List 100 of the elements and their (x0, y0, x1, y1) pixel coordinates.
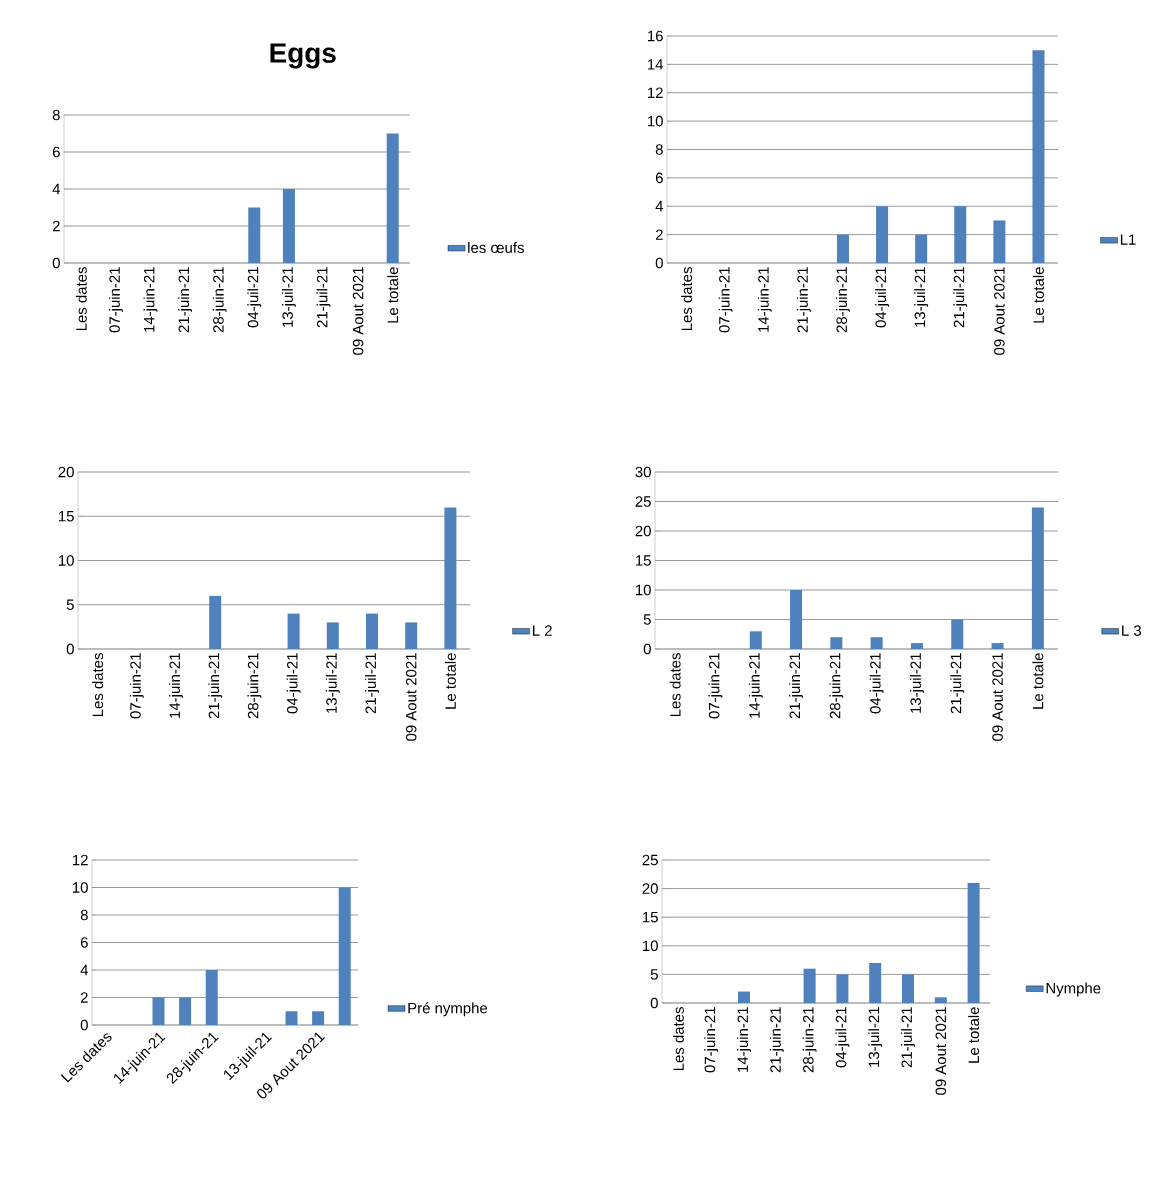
y-tick-label: 2 (655, 229, 663, 240)
bar (967, 882, 980, 1003)
bar (870, 637, 883, 649)
y-tick-label: 15 (59, 511, 74, 522)
x-tick-label: 28-juin-21 (247, 653, 262, 719)
bar (830, 637, 843, 649)
y-tick-label: 8 (655, 144, 663, 155)
bar (248, 207, 261, 263)
y-tick-label: 12 (648, 87, 663, 98)
y-tick-label: 30 (635, 466, 651, 478)
y-tick-label: 12 (73, 854, 88, 866)
x-tick-label: 04-juil-21 (286, 653, 301, 714)
x-tick-label: 04-juil-21 (875, 267, 890, 328)
bar (1032, 50, 1045, 263)
x-tick-label: 21-juin-21 (178, 267, 193, 333)
x-tick-label: 14-juin-21 (748, 653, 763, 718)
legend-label: Nymphe (1046, 982, 1101, 997)
x-tick-label: 13-juil-21 (281, 267, 296, 327)
y-tick-label: 25 (642, 854, 658, 866)
x-tick-label: 09 Aout 2021 (994, 267, 1005, 355)
x-tick-label: 09 Aout 2021 (992, 653, 1003, 741)
x-tick-label: 21-juil-21 (901, 1007, 915, 1068)
bar (738, 991, 751, 1003)
bar (405, 622, 418, 649)
bar (836, 234, 849, 263)
bar (366, 613, 378, 649)
bar (902, 974, 915, 1003)
y-tick-label: 0 (655, 257, 663, 269)
x-tick-label: 21-juin-21 (208, 653, 223, 719)
y-tick-label: 10 (643, 940, 658, 952)
y-tick-label: 6 (80, 937, 88, 948)
x-tick-label: Le totale (387, 267, 399, 323)
x-tick-label: 07-juin-21 (704, 1007, 719, 1073)
x-tick-label: 14-juin-21 (757, 267, 772, 332)
x-tick-label: 13-juil-21 (325, 653, 340, 713)
y-tick-label: 10 (636, 584, 651, 596)
bar (386, 133, 399, 263)
x-tick-label: Le totale (1032, 653, 1044, 709)
y-tick-label: 16 (648, 30, 663, 42)
y-tick-label: 4 (655, 201, 664, 212)
x-tick-label: 13-juil-21 (868, 1007, 883, 1067)
bar (444, 507, 457, 649)
x-tick-label: 13-juil-21 (914, 267, 929, 327)
x-tick-label: Le totale (968, 1007, 980, 1063)
bar (152, 997, 165, 1025)
x-tick-label: 14-juin-21 (169, 653, 183, 718)
bar (326, 622, 339, 649)
y-tick-label: 5 (66, 599, 74, 610)
y-tick-label: 15 (643, 911, 658, 923)
bar (209, 595, 222, 649)
y-tick-label: 4 (80, 964, 89, 976)
bar (282, 188, 295, 263)
y-tick-label: 0 (52, 257, 60, 269)
bar (803, 968, 816, 1003)
x-tick-label: 28-juin-21 (212, 267, 227, 333)
bar (338, 887, 351, 1025)
y-tick-label: 4 (52, 183, 61, 195)
y-tick-label: 10 (73, 882, 88, 893)
x-tick-label: 21-juil-21 (953, 267, 968, 328)
chart-title: Eggs (270, 43, 336, 69)
x-tick-label: Les dates (672, 1007, 684, 1071)
y-tick-label: 20 (642, 883, 658, 894)
y-tick-label: 8 (80, 909, 88, 921)
x-tick-label: 04-juil-21 (835, 1007, 850, 1068)
x-tick-label: 28-juin-21 (802, 1007, 817, 1073)
y-tick-label: 2 (80, 992, 88, 1003)
bar (910, 643, 923, 649)
bar (285, 1011, 298, 1025)
y-tick-label: 6 (52, 146, 60, 158)
x-tick-label: 21-juil-21 (950, 653, 965, 714)
x-tick-label: 07-juin-21 (108, 267, 123, 333)
x-tick-label: Les dates (75, 267, 87, 331)
bar (993, 220, 1006, 263)
bar (951, 619, 964, 649)
legend-label: L 2 (533, 625, 552, 636)
x-tick-label: 07-juin-21 (708, 653, 723, 719)
x-tick-label: Les dates (681, 267, 693, 331)
bar (876, 206, 889, 263)
bar (836, 974, 849, 1003)
x-tick-label: 14-juin-21 (143, 267, 158, 332)
bar (312, 1011, 325, 1025)
x-tick-label: 28-juin-21 (829, 653, 844, 719)
bar (790, 589, 803, 649)
legend-label: les œufs (468, 242, 524, 253)
x-tick-label: Le totale (444, 653, 456, 709)
x-tick-label: 21-juin-21 (769, 1007, 784, 1073)
bar (954, 206, 967, 263)
bar (179, 997, 192, 1025)
x-tick-label: 04-juil-21 (247, 267, 262, 328)
y-tick-label: 15 (636, 555, 651, 566)
x-tick-label: 13-juil-21 (910, 653, 924, 713)
x-tick-label: 07-juin-21 (129, 653, 144, 719)
legend-label: L 3 (1122, 625, 1142, 636)
bar (934, 997, 947, 1003)
y-tick-label: 0 (643, 643, 651, 655)
bar (991, 643, 1004, 649)
y-tick-label: 0 (66, 643, 74, 655)
x-tick-label: 21-juin-21 (789, 653, 804, 719)
y-tick-label: 14 (648, 59, 664, 70)
y-tick-label: 0 (80, 1019, 88, 1031)
